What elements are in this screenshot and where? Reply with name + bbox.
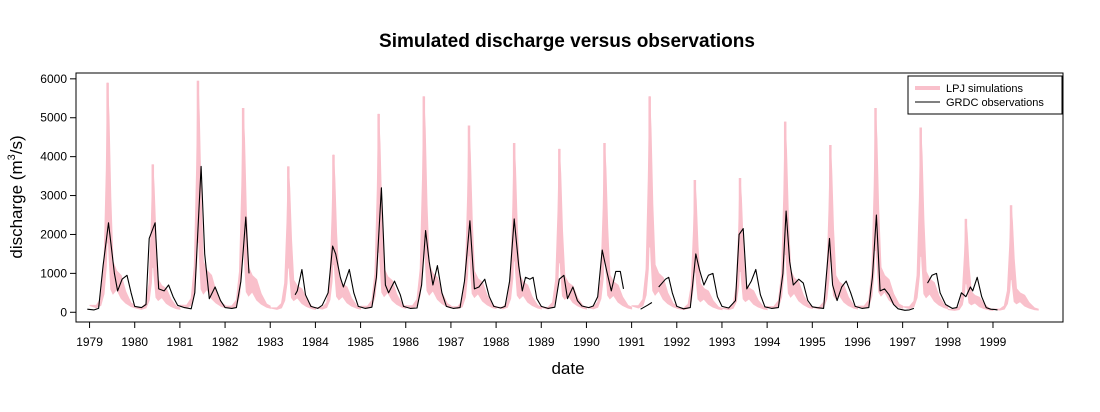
y-tick-label: 0	[60, 305, 67, 319]
sim-band-1985	[360, 113, 407, 309]
y-tick-label: 5000	[40, 111, 67, 125]
x-tick-label: 1997	[889, 335, 916, 349]
x-tick-label: 1998	[934, 335, 961, 349]
x-tick-label: 1983	[257, 335, 284, 349]
sim-band-1996	[857, 107, 904, 309]
obs-segment-2	[640, 302, 653, 310]
y-axis-label-superscript: 3	[6, 154, 18, 160]
x-axis-label: date	[551, 359, 584, 378]
y-tick-label: 4000	[40, 150, 67, 164]
x-tick-label: 1991	[618, 335, 645, 349]
x-tick-label: 1995	[799, 335, 826, 349]
y-tick-label: 3000	[40, 189, 67, 203]
sim-band-1990	[586, 142, 633, 310]
lpj-simulations-series	[89, 80, 1039, 311]
x-tick-label: 1981	[167, 335, 194, 349]
x-tick-label: 1990	[573, 335, 600, 349]
x-tick-label: 1992	[663, 335, 690, 349]
sim-band-1991	[631, 96, 678, 309]
sim-band-1986	[405, 96, 452, 309]
y-axis-label: discharge (m3/s)	[6, 135, 26, 258]
legend-label-simulations: LPJ simulations	[946, 83, 1024, 95]
x-tick-label: 1989	[528, 335, 555, 349]
x-tick-label: 1999	[980, 335, 1007, 349]
plot-frame	[75, 72, 1064, 323]
x-tick-label: 1982	[212, 335, 239, 349]
x-tick-label: 1988	[483, 335, 510, 349]
obs-segment-3	[658, 210, 915, 311]
x-tick-label: 1979	[76, 335, 103, 349]
sim-band-1995	[812, 144, 858, 310]
obs-segment-0	[87, 165, 250, 311]
y-axis: 0 1000 2000 3000 4000 5000 6000	[40, 72, 76, 319]
sim-band-1992	[676, 179, 723, 311]
grdc-observations-series	[87, 165, 998, 311]
x-tick-label: 1980	[121, 335, 148, 349]
x-tick-label: 1996	[844, 335, 871, 349]
x-tick-label: 1993	[709, 335, 736, 349]
sim-band-1999	[992, 205, 1039, 311]
y-tick-label: 2000	[40, 227, 67, 241]
y-axis-label-end: /s)	[7, 135, 26, 154]
sim-band-1998	[947, 218, 994, 311]
x-tick-label: 1985	[347, 335, 374, 349]
y-axis-label-main: discharge (m	[7, 160, 26, 258]
x-tick-label: 1984	[302, 335, 329, 349]
x-tick-label: 1987	[438, 335, 465, 349]
sim-band-1984	[315, 154, 362, 310]
legend: LPJ simulations GRDC observations	[907, 75, 1063, 115]
obs-segment-1	[294, 187, 625, 309]
y-tick-label: 1000	[40, 266, 67, 280]
sim-band-1997	[902, 127, 949, 310]
sim-band-1994	[766, 121, 813, 310]
sim-band-1983	[270, 166, 316, 311]
x-tick-label: 1994	[754, 335, 781, 349]
x-tick-label: 1986	[392, 335, 419, 349]
sim-band-1982	[224, 107, 271, 309]
y-tick-label: 6000	[40, 72, 67, 86]
obs-segment-4	[927, 272, 998, 311]
chart-title: Simulated discharge versus observations	[379, 31, 755, 52]
x-axis: 1979 1980 1981 1982 1983 1984 1985 1986 1987 1988…	[76, 322, 1007, 349]
sim-band-1980	[134, 164, 181, 310]
legend-label-observations: GRDC observations	[946, 97, 1044, 109]
sim-band-1989	[541, 148, 587, 310]
legend-box	[907, 75, 1063, 115]
sim-band-1979	[89, 82, 136, 309]
